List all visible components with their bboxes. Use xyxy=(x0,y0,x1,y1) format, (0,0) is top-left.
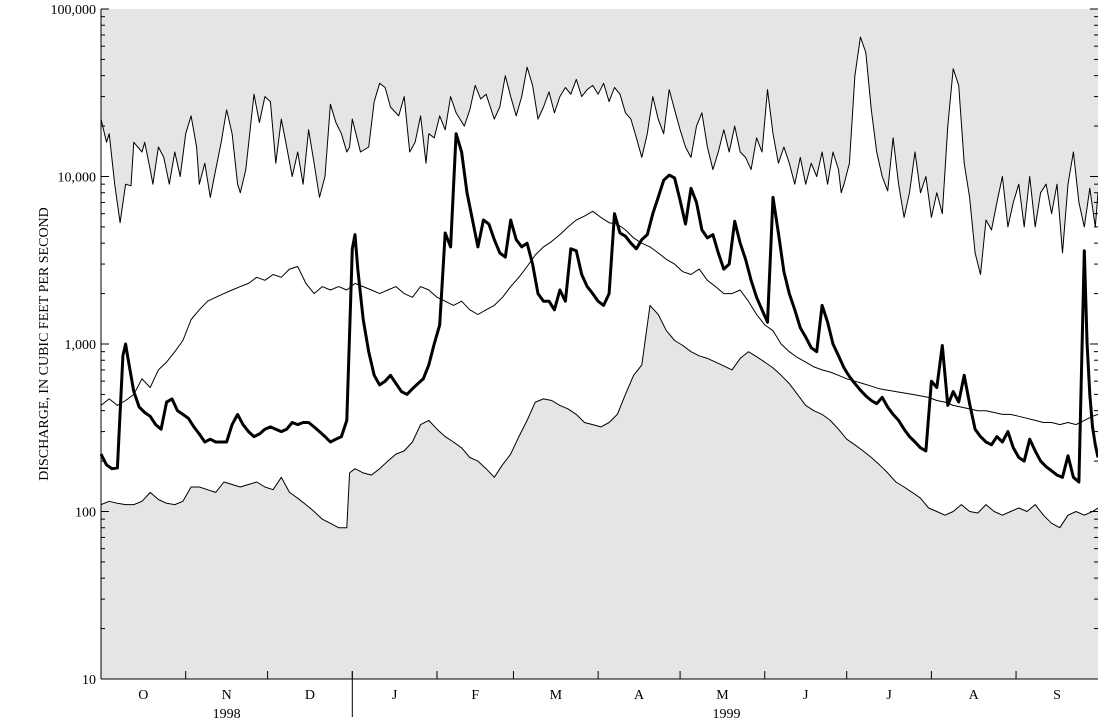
y-axis-title: DISCHARGE, IN CUBIC FEET PER SECOND xyxy=(37,207,52,481)
x-month-label: M xyxy=(716,688,729,703)
x-month-label: F xyxy=(471,688,479,703)
x-axis-year-labels: 1998 1999 xyxy=(213,707,741,722)
x-month-label: A xyxy=(634,688,645,703)
series-line-median xyxy=(100,210,1098,426)
y-tick-label: 100,000 xyxy=(51,3,97,18)
y-tick-label: 1,000 xyxy=(65,338,97,353)
series-line-minimum xyxy=(100,304,1098,529)
x-month-label: M xyxy=(550,688,563,703)
series-line-current-year xyxy=(99,132,1098,484)
x-month-label: N xyxy=(222,688,232,703)
x-year-label: 1999 xyxy=(713,707,741,722)
y-tick-label: 100 xyxy=(75,506,96,521)
x-month-label: S xyxy=(1053,688,1061,703)
range-band-upper xyxy=(101,37,1098,528)
axes xyxy=(100,8,1098,717)
y-tick-label: 10,000 xyxy=(58,171,97,186)
series-line-maximum xyxy=(100,36,1098,275)
y-tick-label: 10 xyxy=(82,673,96,688)
x-month-label: A xyxy=(969,688,980,703)
x-month-label: J xyxy=(886,688,892,703)
x-month-label: J xyxy=(392,688,398,703)
y-axis-tick-labels: 10 100 1,000 10,000 100,000 xyxy=(51,3,97,688)
x-year-label: 1998 xyxy=(213,707,241,722)
series-layer xyxy=(99,36,1098,529)
x-month-label: D xyxy=(305,688,315,703)
x-month-label: J xyxy=(803,688,809,703)
between-envelope-area xyxy=(101,37,1098,528)
x-month-label: O xyxy=(138,688,148,703)
